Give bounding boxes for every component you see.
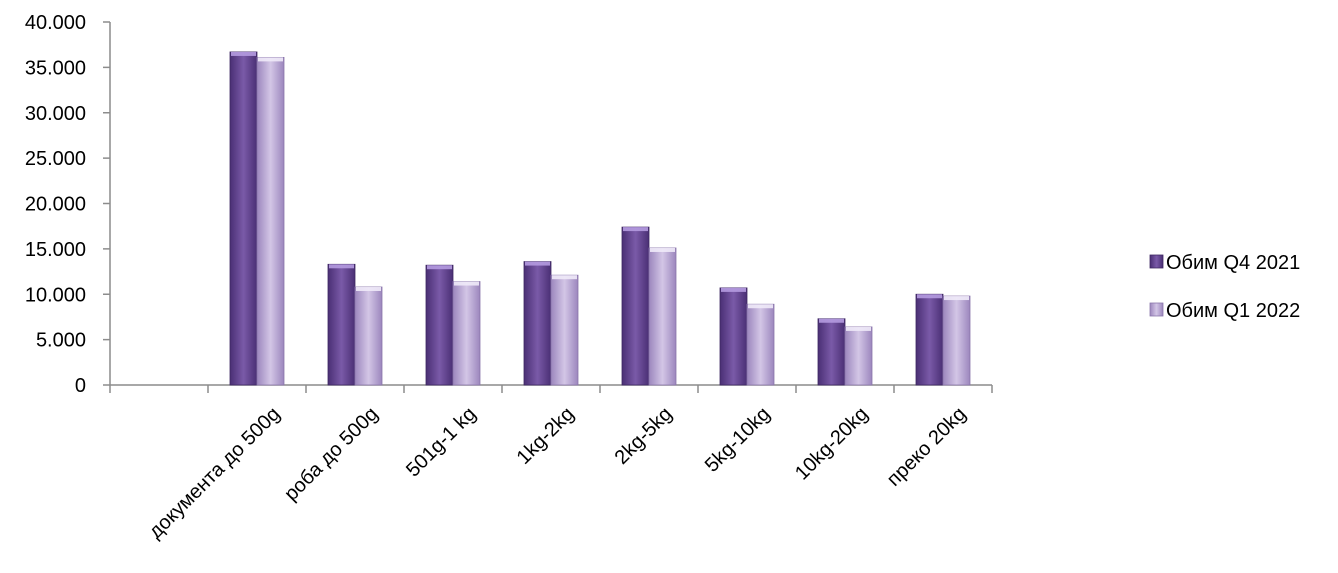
x-tick-label: 10kg-20kg — [791, 403, 873, 485]
legend-item: Обим Q4 2021 — [1149, 252, 1300, 274]
bar — [817, 318, 846, 386]
bar — [621, 226, 650, 386]
bar-body — [354, 286, 383, 386]
y-tick-label: 25.000 — [25, 148, 86, 170]
bar-highlight — [356, 286, 381, 291]
y-tick-label: 10.000 — [25, 284, 86, 306]
x-axis — [109, 384, 993, 393]
bar-highlight — [258, 57, 283, 62]
bar-body — [844, 326, 873, 386]
bar — [425, 264, 454, 386]
bar-highlight — [819, 318, 844, 323]
bar-highlight — [846, 326, 871, 331]
x-tick-label: 5kg-10kg — [701, 403, 775, 477]
y-tick-label: 0 — [75, 375, 86, 397]
bar-body — [719, 287, 748, 386]
x-tick-label: роба до 500g — [280, 403, 382, 505]
bar-highlight — [650, 247, 675, 252]
bar — [327, 263, 356, 386]
bar-highlight — [427, 265, 452, 270]
legend-swatch — [1149, 302, 1164, 317]
bar-body — [550, 274, 579, 386]
bar-body — [425, 264, 454, 386]
bar — [523, 261, 552, 386]
bar — [844, 326, 873, 386]
bar-highlight — [552, 275, 577, 280]
y-tick-label: 40.000 — [25, 12, 86, 34]
y-tick-label: 15.000 — [25, 239, 86, 261]
bar-body — [523, 261, 552, 386]
y-tick-label: 20.000 — [25, 194, 86, 216]
x-tick-label: преко 20kg — [883, 403, 971, 491]
bar-body — [621, 226, 650, 386]
legend-item: Обим Q1 2022 — [1149, 300, 1300, 322]
bar-highlight — [944, 296, 969, 301]
y-tick-label: 30.000 — [25, 103, 86, 125]
bar — [550, 274, 579, 386]
bar-highlight — [454, 281, 479, 286]
bar-body — [746, 303, 775, 386]
x-tick-label: документа до 500g — [145, 403, 285, 543]
legend: Обим Q4 2021 Обим Q1 2022 — [1149, 252, 1300, 322]
bar-body — [327, 263, 356, 386]
bar-body — [817, 318, 846, 386]
bar-body — [229, 51, 258, 386]
y-tick-label: 35.000 — [25, 57, 86, 79]
bar — [942, 295, 971, 386]
x-tick-label: 501g-1 kg — [402, 403, 480, 481]
bar — [746, 303, 775, 386]
x-tick-label: 2kg-5kg — [611, 403, 677, 469]
bar-body — [256, 56, 285, 386]
bar-body — [648, 247, 677, 386]
bar — [256, 56, 285, 386]
bar — [915, 293, 944, 386]
bar — [354, 286, 383, 386]
legend-label: Обим Q1 2022 — [1166, 300, 1300, 322]
x-tick-label: 1kg-2kg — [513, 403, 579, 469]
bar — [452, 281, 481, 386]
bar — [229, 51, 258, 386]
bar-body — [452, 281, 481, 386]
y-axis: 0 5.000 10.000 15.000 20.000 25.000 30.000 35.0… — [25, 12, 111, 397]
bar-highlight — [748, 304, 773, 309]
legend-label: Обим Q4 2021 — [1166, 252, 1300, 274]
bar-highlight — [623, 227, 648, 232]
legend-swatch — [1149, 254, 1164, 269]
bar-highlight — [917, 294, 942, 299]
bar-body — [942, 295, 971, 386]
bar-body — [915, 293, 944, 386]
bar-highlight — [329, 264, 354, 269]
bars — [229, 51, 971, 386]
bar — [719, 287, 748, 386]
bar-highlight — [525, 261, 550, 266]
bar-highlight — [231, 51, 256, 56]
y-tick-label: 5.000 — [36, 330, 86, 352]
bar-highlight — [721, 287, 746, 292]
bar — [648, 247, 677, 386]
